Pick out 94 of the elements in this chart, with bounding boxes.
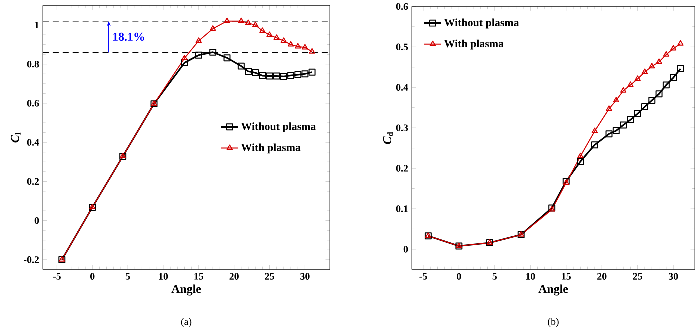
y-tick-label: 0.2 [396, 165, 408, 172]
legend-label: With plasma [444, 40, 504, 50]
y-tick-label: 0.8 [27, 61, 40, 68]
point [259, 72, 266, 80]
point [273, 72, 280, 80]
point [656, 58, 662, 64]
point [252, 22, 259, 28]
y-tick-label: 1 [35, 22, 39, 29]
point [182, 55, 188, 61]
point [649, 63, 656, 69]
x-tick-label: -5 [53, 273, 61, 280]
text: (a) [181, 318, 192, 328]
x-tick-label: 30 [300, 273, 310, 280]
point [634, 76, 641, 82]
point [266, 72, 274, 80]
y-tick-label: 0 [34, 218, 40, 224]
point [642, 104, 648, 111]
y-axis-title: C$_{l}$ [11, 133, 21, 143]
annotation: 18.1% [113, 33, 144, 42]
point [280, 73, 288, 80]
x-tick-label: 25 [265, 273, 274, 280]
x-tick-label: 10 [526, 273, 536, 280]
legend-label: With plasma [241, 144, 301, 154]
legend-label: Without plasma [444, 18, 520, 29]
x-tick-label: 20 [598, 273, 607, 280]
point [210, 26, 216, 32]
point [620, 88, 627, 93]
point [280, 38, 288, 44]
point [238, 62, 245, 70]
x-tick-label: -5 [420, 273, 428, 280]
point [628, 82, 634, 88]
point [196, 38, 202, 44]
point [613, 97, 620, 103]
point [224, 18, 230, 24]
point [245, 20, 252, 26]
y-tick-label: 0.4 [396, 84, 408, 92]
x-tick-label: 25 [633, 273, 642, 280]
y-tick-label: 0.4 [27, 139, 40, 146]
point [670, 74, 678, 82]
x-tick-label: 15 [562, 273, 572, 280]
point [606, 130, 613, 138]
point [648, 97, 656, 104]
y-tick-label: 0 [404, 246, 408, 253]
point [578, 153, 584, 159]
x-tick-label: 0 [90, 273, 95, 280]
y-tick-label: 0.6 [27, 100, 40, 107]
point [663, 52, 670, 57]
point [634, 110, 642, 118]
point [294, 72, 302, 79]
point [288, 41, 294, 47]
point [642, 68, 648, 74]
point [612, 128, 620, 135]
point [662, 82, 670, 89]
point [606, 106, 612, 112]
y-tick-label: 0.3 [396, 124, 408, 132]
point [302, 44, 308, 50]
point [252, 70, 260, 77]
x-tick-label: 5 [492, 273, 498, 280]
y-tick-label: -0.2 [24, 256, 40, 264]
point [266, 32, 273, 38]
point [238, 18, 245, 24]
y-axis-title: C$_{d}$ [383, 132, 394, 144]
point [591, 142, 598, 149]
x-axis-title: Angle [538, 284, 568, 296]
y-tick-label: 0.1 [396, 206, 408, 213]
point [627, 116, 634, 124]
x-tick-label: 20 [230, 273, 239, 280]
point [592, 128, 598, 134]
point [620, 122, 628, 129]
point [224, 54, 231, 62]
point [260, 28, 266, 34]
point [295, 43, 302, 49]
point [274, 34, 280, 40]
x-tick-label: 30 [668, 273, 678, 280]
point [302, 70, 309, 78]
point [656, 90, 663, 98]
x-tick-label: 15 [194, 273, 204, 280]
point [195, 52, 202, 59]
x-tick-label: 10 [159, 273, 168, 280]
point [670, 45, 677, 51]
y-tick-label: 0.5 [396, 44, 408, 51]
x-tick-label: 0 [457, 273, 462, 280]
x-tick-label: 5 [126, 273, 130, 280]
point [288, 72, 295, 80]
point [577, 158, 584, 166]
point [677, 66, 684, 73]
y-tick-label: 0.2 [27, 178, 40, 186]
y-tick-label: 0.6 [396, 3, 408, 10]
x-axis-title: Angle [172, 284, 202, 296]
legend-label: Without plasma [241, 122, 316, 133]
point [245, 68, 252, 76]
point [308, 69, 316, 76]
text: (b) [548, 318, 559, 328]
point [210, 49, 217, 56]
